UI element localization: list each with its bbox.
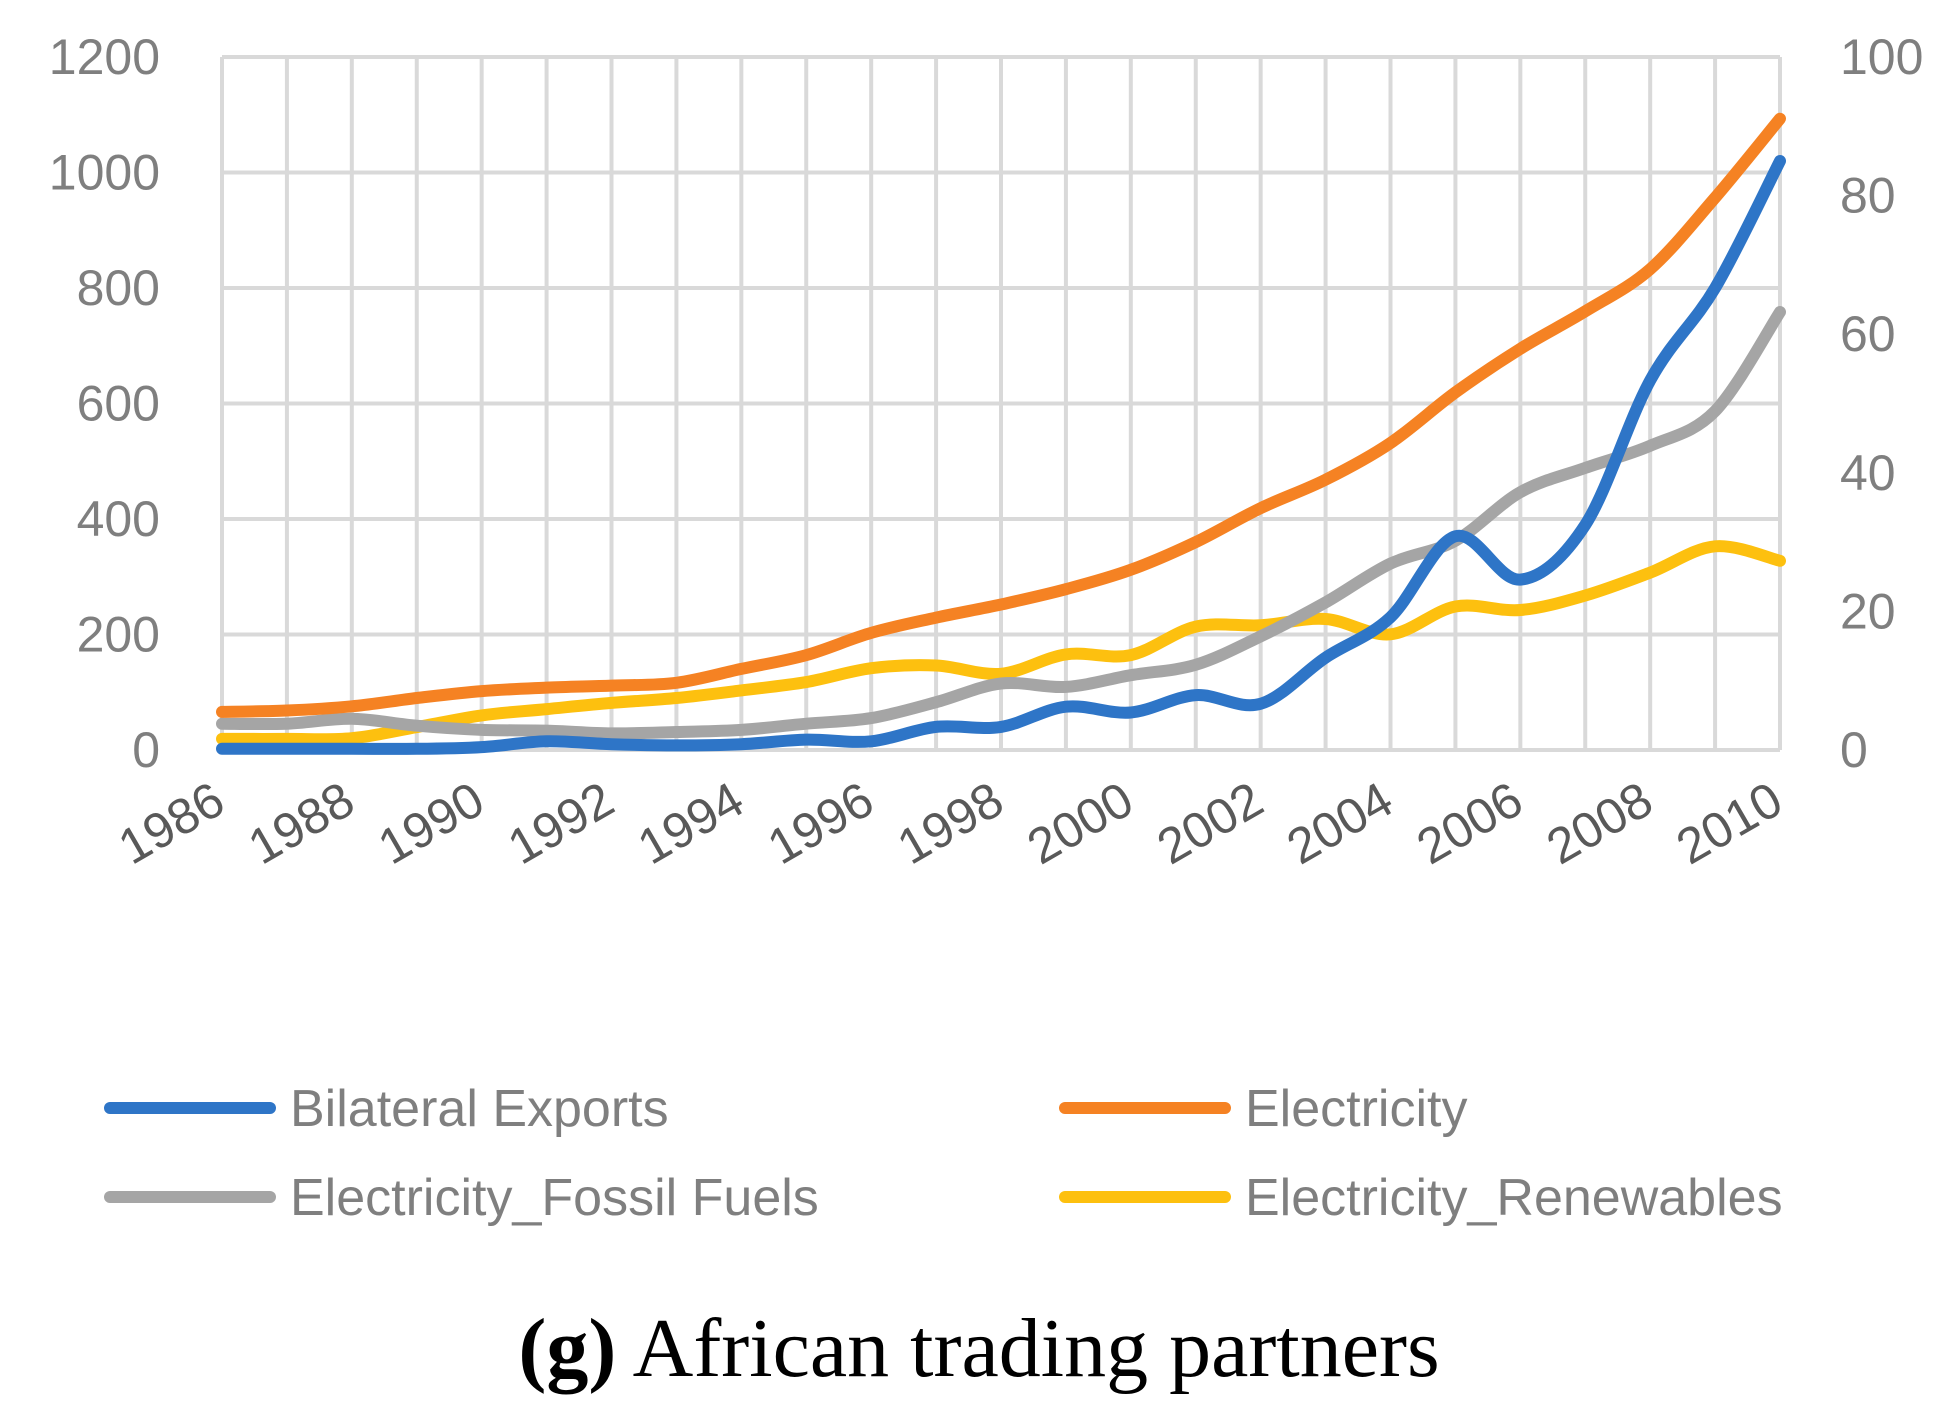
x-tick-label: 2006 [1408,771,1532,875]
legend: Bilateral Exports Electricity Electricity_… [104,1080,1783,1227]
y-left-tick-label: 600 [77,376,160,432]
x-tick-label: 2010 [1667,771,1791,875]
y-left-tick-label: 1000 [49,145,160,201]
x-tick-label: 1988 [239,771,363,875]
gridlines [220,55,1782,752]
series-line-electricity-renewables [216,540,1786,746]
legend-label-bilateral-exports: Bilateral Exports [290,1080,669,1138]
y-right-tick-label: 80 [1840,168,1896,224]
caption-text: African trading partners [616,1302,1440,1395]
x-tick-label: 2004 [1278,771,1402,875]
y-right-tick-label: 40 [1840,445,1896,501]
legend-label-electricity-renewables: Electricity_Renewables [1245,1169,1783,1227]
x-tick-label: 2000 [1018,771,1142,875]
x-tick-label: 1990 [369,771,493,875]
x-tick-label: 1986 [109,771,233,875]
y-left-tick-label: 1200 [49,29,160,85]
x-tick-label: 1994 [629,771,753,875]
x-tick-label: 2008 [1537,771,1661,875]
x-tick-label: 1992 [499,771,623,875]
y-right-tick-label: 100 [1840,29,1923,85]
y-right-tick-label: 0 [1840,722,1868,778]
legend-label-electricity-fossil-fuels: Electricity_Fossil Fuels [290,1169,819,1227]
series-line-electricity [216,112,1786,718]
y-axis-left: 0 200 400 600 800 1000 1200 [49,29,160,778]
y-left-tick-label: 0 [132,722,160,778]
x-axis: 1986 1988 1990 1992 1994 1996 1998 2000 2002 2004… [109,771,1791,875]
y-left-tick-label: 400 [77,491,160,547]
y-right-tick-label: 60 [1840,306,1896,362]
x-tick-label: 2002 [1148,771,1272,875]
legend-label-electricity: Electricity [1245,1080,1467,1138]
series-line-bilateral-exports [216,155,1786,755]
x-tick-label: 1996 [758,771,882,875]
series-line-electricity-fossil-fuels [216,306,1786,740]
y-right-tick-label: 20 [1840,583,1896,639]
y-left-tick-label: 200 [77,607,160,663]
caption-label: (g) [518,1302,617,1395]
y-axis-right: 0 20 40 60 80 100 [1840,29,1923,778]
x-tick-label: 1998 [888,771,1012,875]
series-lines [216,112,1786,755]
figure-caption: (g) African trading partners [0,1300,1958,1397]
y-left-tick-label: 800 [77,260,160,316]
